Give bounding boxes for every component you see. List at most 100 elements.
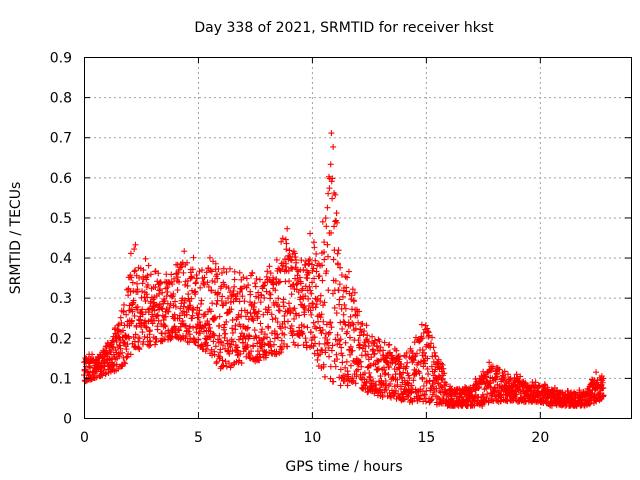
data-point (145, 309, 152, 316)
data-point (441, 370, 448, 377)
data-point (600, 384, 607, 391)
data-point (196, 307, 203, 314)
data-point (321, 239, 328, 246)
data-point (220, 265, 227, 272)
data-point (136, 274, 143, 281)
data-point (198, 297, 205, 304)
data-point (339, 352, 346, 359)
data-point (161, 322, 168, 329)
data-point (351, 298, 358, 305)
data-point (286, 278, 293, 285)
data-point (216, 322, 223, 329)
data-point (273, 256, 280, 263)
data-point (356, 332, 363, 339)
data-point (385, 371, 392, 378)
data-point (219, 302, 226, 309)
data-point (180, 269, 187, 276)
data-point (364, 351, 371, 358)
data-point (358, 352, 365, 359)
data-point (180, 308, 187, 315)
data-point (522, 379, 529, 386)
data-point (136, 335, 143, 342)
data-point (331, 223, 338, 230)
data-point (121, 339, 128, 346)
data-point (139, 280, 146, 287)
data-point (308, 290, 315, 297)
data-point (424, 355, 431, 362)
data-point (347, 343, 354, 350)
data-point (205, 321, 212, 328)
data-point (139, 329, 146, 336)
data-point (394, 376, 401, 383)
data-point (257, 299, 264, 306)
data-point (265, 306, 272, 313)
data-point (203, 269, 210, 276)
data-point (170, 290, 177, 297)
data-point (482, 398, 489, 405)
data-point (153, 335, 160, 342)
data-point (201, 274, 208, 281)
data-point (216, 313, 223, 320)
data-point (329, 195, 336, 202)
data-point (335, 261, 342, 268)
data-point (600, 393, 607, 400)
data-point (177, 305, 184, 312)
data-point (306, 302, 313, 309)
data-point (251, 327, 258, 334)
y-tick-label: 0.2 (50, 331, 72, 347)
data-point (157, 279, 164, 286)
data-point (286, 253, 293, 260)
data-point (320, 361, 327, 368)
data-point (332, 277, 339, 284)
data-point (174, 286, 181, 293)
data-point (278, 337, 285, 344)
data-point (222, 345, 229, 352)
data-point (215, 289, 222, 296)
data-point (501, 368, 508, 375)
data-point (236, 269, 243, 276)
data-point (332, 191, 339, 198)
data-point (295, 342, 302, 349)
data-point (239, 293, 246, 300)
data-point (419, 346, 426, 353)
data-point (221, 326, 228, 333)
data-point (201, 281, 208, 288)
data-point (144, 334, 151, 341)
data-point (176, 279, 183, 286)
data-point (370, 347, 377, 354)
data-point (408, 382, 415, 389)
data-point (334, 250, 341, 257)
data-point (244, 324, 251, 331)
data-point (308, 337, 315, 344)
data-point (267, 343, 274, 350)
data-point (325, 287, 332, 294)
data-point (210, 338, 217, 345)
data-point (264, 268, 271, 275)
data-point (404, 359, 411, 366)
data-point (371, 350, 378, 357)
data-point (410, 377, 417, 384)
data-point (438, 383, 445, 390)
data-point (215, 265, 222, 272)
data-point (263, 288, 270, 295)
data-point (226, 350, 233, 357)
data-point (422, 360, 429, 367)
data-point (120, 339, 127, 346)
data-point (155, 270, 162, 277)
data-point (119, 327, 126, 334)
data-point (302, 335, 309, 342)
data-point (333, 210, 340, 217)
data-point (220, 362, 227, 369)
data-point (292, 264, 299, 271)
data-point (290, 328, 297, 335)
data-point (207, 308, 214, 315)
data-point (257, 320, 264, 327)
data-point (156, 301, 163, 308)
data-point (416, 396, 423, 403)
data-point (209, 277, 216, 284)
data-point (438, 376, 445, 383)
data-point (296, 274, 303, 281)
data-point (289, 282, 296, 289)
data-point (484, 391, 491, 398)
